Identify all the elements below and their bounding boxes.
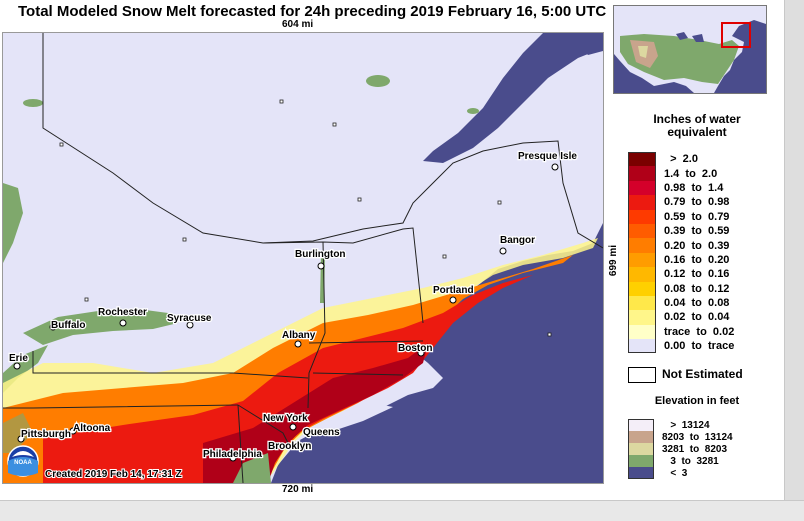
city-label: Presque Isle: [518, 151, 577, 162]
legend-swatch: [628, 195, 656, 210]
legend-label: 0.20 to 0.39: [664, 239, 730, 252]
elevation-swatch: [628, 467, 654, 479]
inset-map: [613, 5, 767, 94]
legend-swatch: [628, 252, 656, 268]
map-title: Total Modeled Snow Melt forecasted for 2…: [18, 3, 607, 20]
legend-swatch: [628, 152, 656, 167]
scale-right-label: 699 mi: [608, 244, 620, 277]
elevation-label: 3281 to 8203: [662, 443, 728, 455]
legend-swatch: [628, 209, 656, 224]
city-label: Burlington: [295, 249, 346, 260]
noaa-logo-text: NOAA: [14, 460, 32, 466]
city-label: Queens: [303, 427, 340, 438]
legend-row: 0.20 to 0.39: [628, 238, 734, 253]
city-label: Pittsburgh: [21, 429, 71, 440]
elevation-row: > 13124: [628, 419, 733, 431]
legend-title-line2: equivalent: [667, 125, 727, 139]
legend-row: 0.00 to trace: [628, 339, 735, 354]
elevation-row: < 3: [628, 467, 733, 479]
not-estimated-swatch: [628, 367, 656, 383]
legend-row: 0.79 to 0.98: [628, 195, 734, 210]
city-label: Boston: [398, 343, 432, 354]
legend-row: 0.98 to 1.4: [628, 180, 734, 196]
st-lawrence: [423, 33, 603, 163]
city-label: Erie: [9, 353, 28, 364]
created-label: Created 2019 Feb 14, 17:31 Z: [45, 469, 182, 480]
right-scrollbar[interactable]: [784, 0, 804, 500]
legend-swatch: [628, 238, 656, 253]
elevation-row: 3281 to 8203: [628, 443, 733, 455]
elevation-title: Elevation in feet: [654, 395, 740, 407]
bottom-scrollbar[interactable]: [0, 500, 804, 521]
city-label: Philadelphia: [203, 449, 262, 460]
main-map: Presque Isle Burlington Bangor Portland …: [2, 32, 604, 484]
elevation-swatch: [628, 455, 654, 467]
legend-swatch: [628, 339, 656, 354]
legend-swatch: [628, 223, 656, 239]
legend-label: 0.00 to trace: [664, 340, 735, 353]
elevation-swatch: [628, 419, 654, 431]
legend-label: 1.4 to 2.0: [664, 167, 718, 180]
legend-table: > 2.0 1.4 to 2.0 0.98 to 1.4 0.79 to 0.98 0.…: [628, 152, 735, 354]
scale-bottom-label: 720 mi: [282, 484, 314, 495]
elevation-swatch: [628, 443, 654, 455]
melt-band-peak: [203, 343, 428, 483]
elevation-label: 3 to 3281: [662, 455, 719, 467]
city-label: Altoona: [73, 423, 111, 434]
legend-label: 0.12 to 0.16: [664, 268, 730, 281]
legend-label: > 2.0: [664, 153, 698, 166]
city-label: Syracuse: [167, 313, 212, 324]
elevation-row: 3 to 3281: [628, 455, 733, 467]
legend-swatch: [628, 166, 656, 181]
elevation-swatch: [628, 431, 654, 443]
legend-label: 0.16 to 0.20: [664, 253, 730, 266]
legend-swatch: [628, 324, 656, 340]
city-label: Brooklyn: [268, 441, 311, 452]
legend-row: trace to 0.02: [628, 324, 735, 340]
legend-title-line1: Inches of water: [653, 112, 741, 126]
legend-title: Inches of water equivalent: [622, 113, 772, 139]
legend-label: 0.79 to 0.98: [664, 196, 730, 209]
legend-label: 0.08 to 0.12: [664, 282, 730, 295]
melt-band-high: [43, 275, 533, 483]
legend-swatch: [628, 295, 656, 311]
legend-swatch: [628, 267, 656, 282]
legend-row: 0.12 to 0.16: [628, 267, 734, 282]
legend-row: 0.59 to 0.79: [628, 209, 734, 224]
elevation-row: 8203 to 13124: [628, 431, 733, 443]
city-label: Bangor: [500, 235, 535, 246]
inset-focus-box: [721, 22, 751, 48]
scale-top-label: 604 mi: [282, 19, 314, 30]
legend-row: 0.02 to 0.04: [628, 310, 734, 325]
legend-label: 0.98 to 1.4: [664, 181, 724, 194]
legend-swatch: [628, 310, 656, 325]
legend-row: > 2.0: [628, 152, 734, 167]
legend-label: trace to 0.02: [664, 325, 735, 338]
legend-row: 1.4 to 2.0: [628, 166, 734, 181]
city-label: Buffalo: [51, 320, 85, 331]
legend-row: 0.08 to 0.12: [628, 281, 734, 296]
lake-ontario: [23, 309, 178, 345]
city-label: Portland: [433, 285, 474, 296]
atlantic-ocean: [271, 223, 603, 483]
legend-label: 0.02 to 0.04: [664, 311, 730, 324]
legend-swatch: [628, 180, 656, 196]
elevation-label: 8203 to 13124: [662, 431, 733, 443]
elevation-table: > 13124 8203 to 13124 3281 to 8203 3 to 32…: [628, 419, 733, 479]
legend-row: 0.16 to 0.20: [628, 252, 734, 268]
noaa-logo: NOAA: [7, 445, 39, 477]
not-estimated-label: Not Estimated: [662, 367, 743, 381]
legend-row: 0.04 to 0.08: [628, 295, 734, 311]
elevation-label: < 3: [662, 467, 688, 479]
legend-label: 0.59 to 0.79: [664, 210, 730, 223]
long-island: [295, 405, 393, 437]
city-label: Rochester: [98, 307, 147, 318]
legend-label: 0.04 to 0.08: [664, 297, 730, 310]
city-label: New York: [263, 413, 308, 424]
elevation-label: > 13124: [662, 419, 710, 431]
legend-label: 0.39 to 0.59: [664, 225, 730, 238]
legend-swatch: [628, 281, 656, 296]
legend-row: 0.39 to 0.59: [628, 223, 734, 239]
city-label: Albany: [282, 330, 316, 341]
